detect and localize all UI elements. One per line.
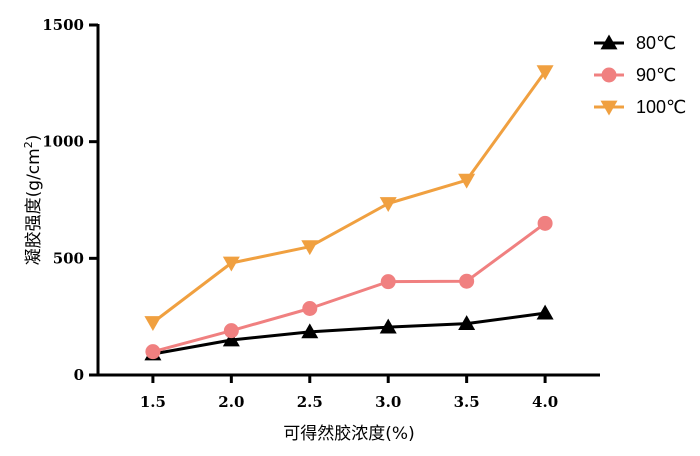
data-point (380, 274, 396, 290)
data-point (222, 331, 240, 347)
legend-marker (601, 67, 617, 83)
data-point (458, 173, 476, 189)
y-axis-title-superscript: 2 (22, 141, 35, 148)
data-point (223, 323, 239, 339)
series-2 (145, 215, 553, 360)
legend-label: 90℃ (636, 65, 676, 85)
y-axis-title: 凝胶强度(g/cm2) (22, 135, 44, 266)
x-tick-label: 2.5 (297, 393, 323, 411)
x-tick-label: 4.0 (532, 393, 558, 411)
legend-marker (600, 100, 618, 116)
x-axis-title: 可得然胶浓度(%) (283, 424, 414, 444)
axes (96, 24, 600, 377)
data-point (145, 344, 161, 360)
legend-marker (600, 34, 618, 50)
data-point (458, 315, 476, 331)
series-1 (144, 304, 554, 361)
series-line (152, 311, 546, 356)
data-point (379, 197, 397, 212)
legend-label: 100℃ (636, 97, 686, 117)
data-point (459, 273, 475, 289)
legend-item: 90℃ (594, 65, 676, 85)
x-axis-ticks: 1.5 2.0 2.5 3.0 3.5 4.0 (140, 375, 558, 411)
y-tick-label: 0 (74, 366, 84, 384)
y-tick-label: 500 (53, 249, 84, 267)
series-line (151, 70, 547, 324)
data-point (537, 215, 553, 231)
data-point (302, 301, 318, 316)
legend-label: 80℃ (636, 33, 676, 53)
data-point (222, 256, 240, 272)
data-point (536, 304, 554, 320)
y-axis-title-end: ) (24, 135, 44, 142)
x-tick-label: 3.5 (454, 393, 480, 411)
legend: 80℃ 90℃ 100℃ (594, 33, 686, 117)
legend-item: 80℃ (594, 33, 676, 53)
series-3 (144, 65, 554, 331)
series-line (152, 222, 546, 354)
y-tick-label: 1000 (42, 133, 84, 151)
data-point (301, 323, 319, 339)
y-tick-label: 1500 (42, 16, 84, 34)
x-tick-label: 3.0 (375, 393, 401, 411)
data-point (536, 65, 554, 81)
x-tick-label: 1.5 (140, 393, 166, 411)
data-point (301, 240, 319, 256)
plot-series (144, 65, 554, 361)
data-point (379, 318, 397, 334)
x-tick-label: 2.0 (218, 393, 244, 411)
legend-item: 100℃ (594, 97, 686, 117)
data-point (144, 316, 162, 331)
y-axis-ticks: 0 500 1000 1500 (42, 16, 98, 384)
y-axis-title-main: 凝胶强度(g/cm (24, 148, 44, 265)
